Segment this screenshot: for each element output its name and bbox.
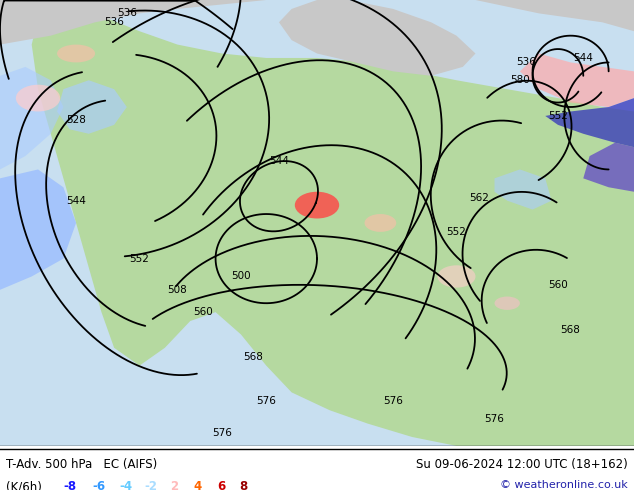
Ellipse shape xyxy=(437,265,476,288)
Text: 544: 544 xyxy=(269,155,289,166)
Text: 2: 2 xyxy=(170,480,178,490)
Polygon shape xyxy=(545,98,634,147)
Text: 6: 6 xyxy=(217,480,225,490)
Polygon shape xyxy=(279,0,476,76)
Text: 576: 576 xyxy=(484,414,505,424)
Text: 560: 560 xyxy=(193,307,213,317)
Polygon shape xyxy=(0,67,63,170)
Text: 576: 576 xyxy=(383,396,403,406)
Ellipse shape xyxy=(365,214,396,232)
Text: 536: 536 xyxy=(104,17,124,27)
Text: 580: 580 xyxy=(510,75,530,85)
Text: 568: 568 xyxy=(560,325,581,335)
Polygon shape xyxy=(583,143,634,192)
Text: 544: 544 xyxy=(573,53,593,63)
Polygon shape xyxy=(32,0,634,446)
Text: 500: 500 xyxy=(231,271,250,281)
Text: 576: 576 xyxy=(212,427,232,438)
Polygon shape xyxy=(0,170,76,290)
Text: 4: 4 xyxy=(193,480,202,490)
Text: 552: 552 xyxy=(446,227,467,237)
Text: 562: 562 xyxy=(469,194,489,203)
Polygon shape xyxy=(520,53,634,107)
Ellipse shape xyxy=(16,85,60,112)
Polygon shape xyxy=(57,80,127,134)
Text: -2: -2 xyxy=(145,480,158,490)
Ellipse shape xyxy=(57,45,95,62)
Text: 576: 576 xyxy=(256,396,276,406)
Text: -4: -4 xyxy=(119,480,133,490)
Text: (K/6h): (K/6h) xyxy=(6,480,42,490)
Text: © weatheronline.co.uk: © weatheronline.co.uk xyxy=(500,480,628,490)
Text: T-Adv. 500 hPa   EC (AIFS): T-Adv. 500 hPa EC (AIFS) xyxy=(6,458,158,471)
Polygon shape xyxy=(0,0,266,45)
Ellipse shape xyxy=(495,296,520,310)
Ellipse shape xyxy=(295,192,339,219)
Text: 568: 568 xyxy=(243,352,264,362)
Text: 536: 536 xyxy=(117,8,137,19)
Text: 544: 544 xyxy=(66,196,86,206)
Text: 536: 536 xyxy=(516,57,536,68)
Text: 560: 560 xyxy=(548,280,568,291)
Text: 528: 528 xyxy=(66,115,86,125)
Polygon shape xyxy=(476,0,634,31)
Text: 508: 508 xyxy=(167,285,188,295)
Text: 8: 8 xyxy=(240,480,248,490)
Text: 552: 552 xyxy=(548,111,568,121)
Text: -8: -8 xyxy=(63,480,77,490)
Text: Su 09-06-2024 12:00 UTC (18+162): Su 09-06-2024 12:00 UTC (18+162) xyxy=(416,458,628,471)
Polygon shape xyxy=(495,170,552,210)
Text: 552: 552 xyxy=(129,254,150,264)
Text: -6: -6 xyxy=(92,480,105,490)
